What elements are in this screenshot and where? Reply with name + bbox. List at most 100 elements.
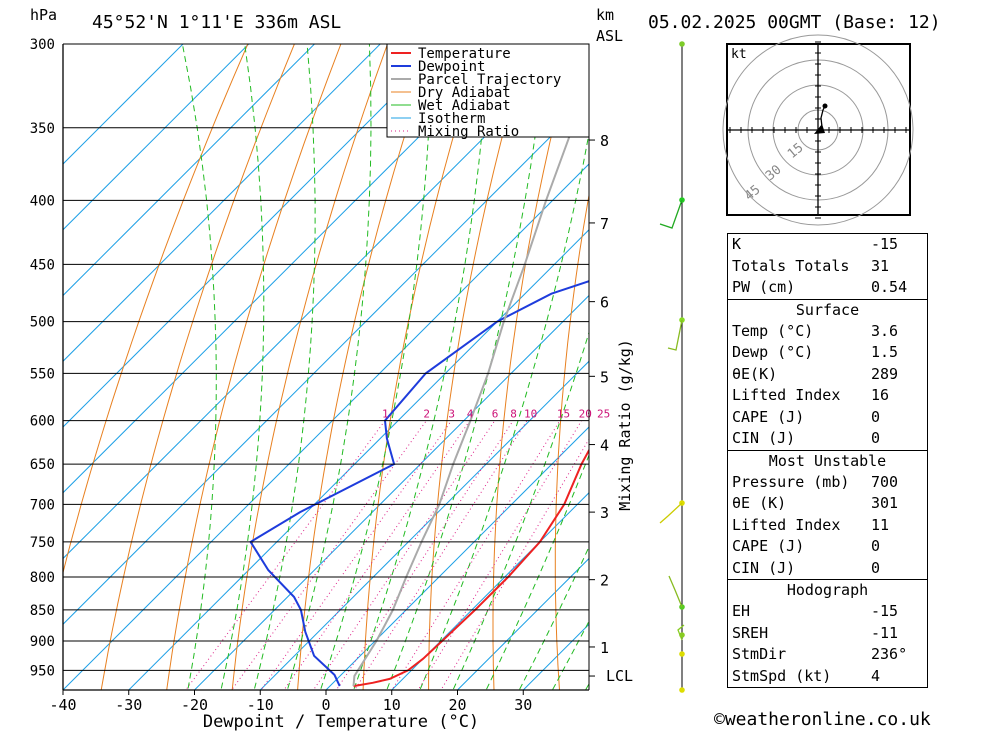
dry-adiabat-line bbox=[166, 44, 342, 690]
k-index-value: -15 bbox=[871, 235, 899, 253]
x-tick-label: -40 bbox=[49, 696, 76, 714]
surface-cin-value: 0 bbox=[871, 429, 881, 447]
isotherm-line bbox=[391, 492, 589, 690]
wind-level-dot bbox=[679, 687, 685, 693]
pressure-label: 900 bbox=[30, 634, 55, 650]
stmspd-value: 4 bbox=[871, 666, 881, 685]
mixing-ratio-label: 1 bbox=[382, 408, 389, 421]
wind-level-dot bbox=[679, 651, 685, 657]
pw-label: PW (cm) bbox=[732, 278, 796, 296]
isotherm-line bbox=[63, 44, 513, 494]
mixing-ratio-label: 8 bbox=[510, 408, 517, 421]
isotherm-line bbox=[457, 557, 589, 690]
mixing-ratio-axis-title: Mixing Ratio (g/kg) bbox=[616, 339, 634, 511]
mixing-ratio-label: 4 bbox=[467, 408, 474, 421]
dewpoint-line bbox=[249, 280, 589, 687]
surface-section: Surface Temp (°C) 3.6 Dewp (°C) 1.5 θE(K) 2… bbox=[728, 298, 927, 450]
stmspd-label: StmSpd (kt) bbox=[732, 666, 832, 685]
wet-adiabat-line bbox=[253, 44, 316, 690]
mixing-ratio-line bbox=[312, 420, 496, 690]
wind-barb bbox=[668, 575, 683, 608]
mixing-ratio-label: 3 bbox=[448, 408, 455, 421]
mu-pressure-label: Pressure (mb) bbox=[732, 472, 850, 491]
legend-temperature: Temperature bbox=[418, 46, 511, 62]
height-label: 2 bbox=[600, 572, 609, 590]
mu-li-label: Lifted Index bbox=[732, 515, 841, 534]
hodograph-stats-section: Hodograph EH -15 SREH -11 StmDir 236° StmSp… bbox=[728, 579, 927, 687]
sreh-label: SREH bbox=[732, 623, 769, 642]
hodograph-unit: kt bbox=[731, 47, 747, 62]
height-label: 3 bbox=[600, 504, 609, 522]
dry-adiabat-line bbox=[674, 44, 714, 698]
pressure-label: 550 bbox=[30, 366, 55, 382]
pressure-label: 450 bbox=[30, 257, 55, 273]
stmdir-label: StmDir bbox=[732, 645, 787, 663]
dry-adiabat-line bbox=[362, 44, 482, 690]
hodograph-point bbox=[822, 103, 828, 109]
pressure-label: 400 bbox=[30, 193, 55, 209]
most-unstable-section: Most Unstable Pressure (mb) 700 θE (K) 301… bbox=[728, 449, 927, 580]
surface-cape-label: CAPE (J) bbox=[732, 407, 805, 426]
parcel-trajectory-line bbox=[352, 80, 589, 687]
height-label: 8 bbox=[600, 132, 609, 150]
legend-dry-adiabat: Dry Adiabat bbox=[418, 85, 511, 101]
legend-wet-adiabat: Wet Adiabat bbox=[418, 98, 511, 114]
height-label: 6 bbox=[600, 294, 609, 312]
wet-adiabat-line bbox=[319, 44, 433, 690]
pressure-label: 350 bbox=[30, 121, 55, 137]
eh-label: EH bbox=[732, 602, 751, 620]
pw-value: 0.54 bbox=[871, 278, 908, 296]
isotherm-line bbox=[128, 229, 589, 690]
wind-barb bbox=[667, 319, 683, 351]
surface-dewp-label: Dewp (°C) bbox=[732, 343, 814, 361]
hodograph: kt 15 30 45 bbox=[722, 34, 914, 226]
hpa-unit-label: hPa bbox=[30, 6, 57, 24]
mu-cape-value: 0 bbox=[871, 537, 881, 555]
indices-panel: K -15 Totals Totals 31 PW (cm) 0.54 Surface… bbox=[727, 233, 928, 688]
mixing-ratio-line bbox=[354, 420, 528, 690]
surface-temp-label: Temp (°C) bbox=[732, 321, 814, 340]
isotherm-line bbox=[63, 44, 578, 560]
wind-barb bbox=[677, 624, 685, 641]
totals-totals-label: Totals Totals bbox=[732, 256, 850, 275]
mixing-ratio-label: 6 bbox=[492, 408, 499, 421]
isotherm-line bbox=[325, 426, 589, 690]
pressure-label: 300 bbox=[30, 37, 55, 53]
mixing-ratio-line bbox=[283, 420, 471, 690]
mixing-ratio-label: 2 bbox=[423, 408, 430, 421]
sounding-series bbox=[249, 80, 589, 688]
x-tick-label: 10 bbox=[383, 696, 401, 714]
legend-mixing-ratio: Mixing Ratio bbox=[418, 124, 519, 140]
legend-parcel: Parcel Trajectory bbox=[418, 72, 561, 88]
wind-barb bbox=[659, 199, 683, 229]
pressure-label: 600 bbox=[30, 414, 55, 430]
km-unit-label: km bbox=[596, 6, 614, 24]
x-axis-title: Dewpoint / Temperature (°C) bbox=[203, 712, 479, 732]
height-label: 1 bbox=[600, 639, 609, 657]
height-label: 4 bbox=[600, 437, 609, 455]
wind-level-dot bbox=[679, 41, 685, 47]
plot-axes: 1 2 3 4 6 8 10 15 20 2530035040045050055060065070… bbox=[30, 37, 634, 732]
x-tick-label: 30 bbox=[514, 696, 532, 714]
pressure-label: 750 bbox=[30, 535, 55, 551]
k-index-label: K bbox=[732, 235, 742, 253]
wet-adiabat-line bbox=[518, 545, 589, 690]
surface-thetae-value: 289 bbox=[871, 364, 899, 383]
mu-pressure-value: 700 bbox=[871, 472, 899, 491]
mu-thetae-value: 301 bbox=[871, 494, 899, 512]
dry-adiabat-line bbox=[554, 192, 589, 690]
pressure-label: 850 bbox=[30, 603, 55, 619]
mu-cape-label: CAPE (J) bbox=[732, 537, 805, 555]
surface-cin-label: CIN (J) bbox=[732, 429, 796, 447]
isotherm-line bbox=[259, 360, 589, 690]
dry-adiabat-line bbox=[231, 44, 388, 690]
isotherm-line bbox=[63, 163, 589, 690]
legend-isotherm: Isotherm bbox=[418, 111, 485, 127]
wet-adiabat-line bbox=[220, 44, 265, 690]
mixing-ratio-label: 15 bbox=[557, 408, 570, 421]
asl-unit-label: ASL bbox=[596, 27, 623, 45]
chart-title: 45°52'N 1°11'E 336m ASL bbox=[92, 12, 341, 33]
copyright-footer: ©weatheronline.co.uk bbox=[714, 709, 931, 730]
mixing-ratio-label: 25 bbox=[597, 408, 610, 421]
x-tick-label: -10 bbox=[247, 696, 274, 714]
